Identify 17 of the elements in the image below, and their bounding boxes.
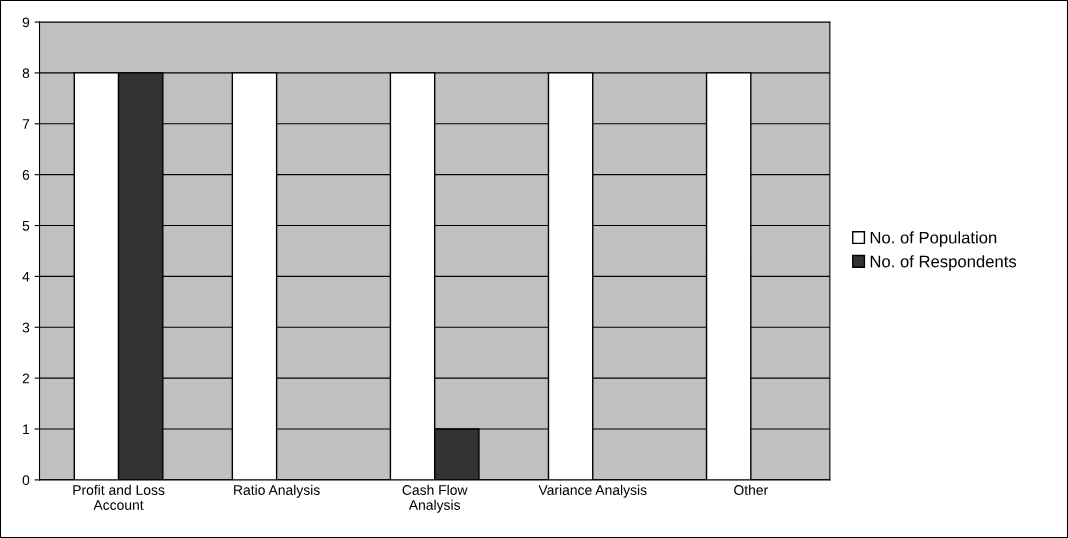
x-tick-label: Variance Analysis bbox=[538, 484, 647, 498]
y-tick-label: 7 bbox=[22, 119, 30, 129]
y-tick-label: 6 bbox=[22, 170, 30, 180]
y-tick-label: 3 bbox=[22, 322, 30, 333]
y-tick-label: 0 bbox=[22, 475, 30, 486]
y-tick-label: 1 bbox=[23, 424, 30, 435]
legend-label: No. of Population bbox=[870, 231, 997, 247]
y-tick-label: 9 bbox=[22, 17, 30, 28]
legend-label: No. of Respondents bbox=[870, 255, 1017, 271]
x-tick-label: Cash Flow Analysis bbox=[402, 484, 468, 513]
y-tick-label: 4 bbox=[22, 271, 30, 282]
y-tick-label: 8 bbox=[22, 68, 30, 79]
x-tick-label: Ratio Analysis bbox=[234, 484, 320, 498]
x-tick-label: Profit and Loss Account bbox=[73, 484, 165, 510]
y-tick-label: 2 bbox=[22, 373, 30, 384]
y-tick-label: 5 bbox=[22, 221, 30, 231]
x-tick-label: Other bbox=[734, 484, 768, 495]
